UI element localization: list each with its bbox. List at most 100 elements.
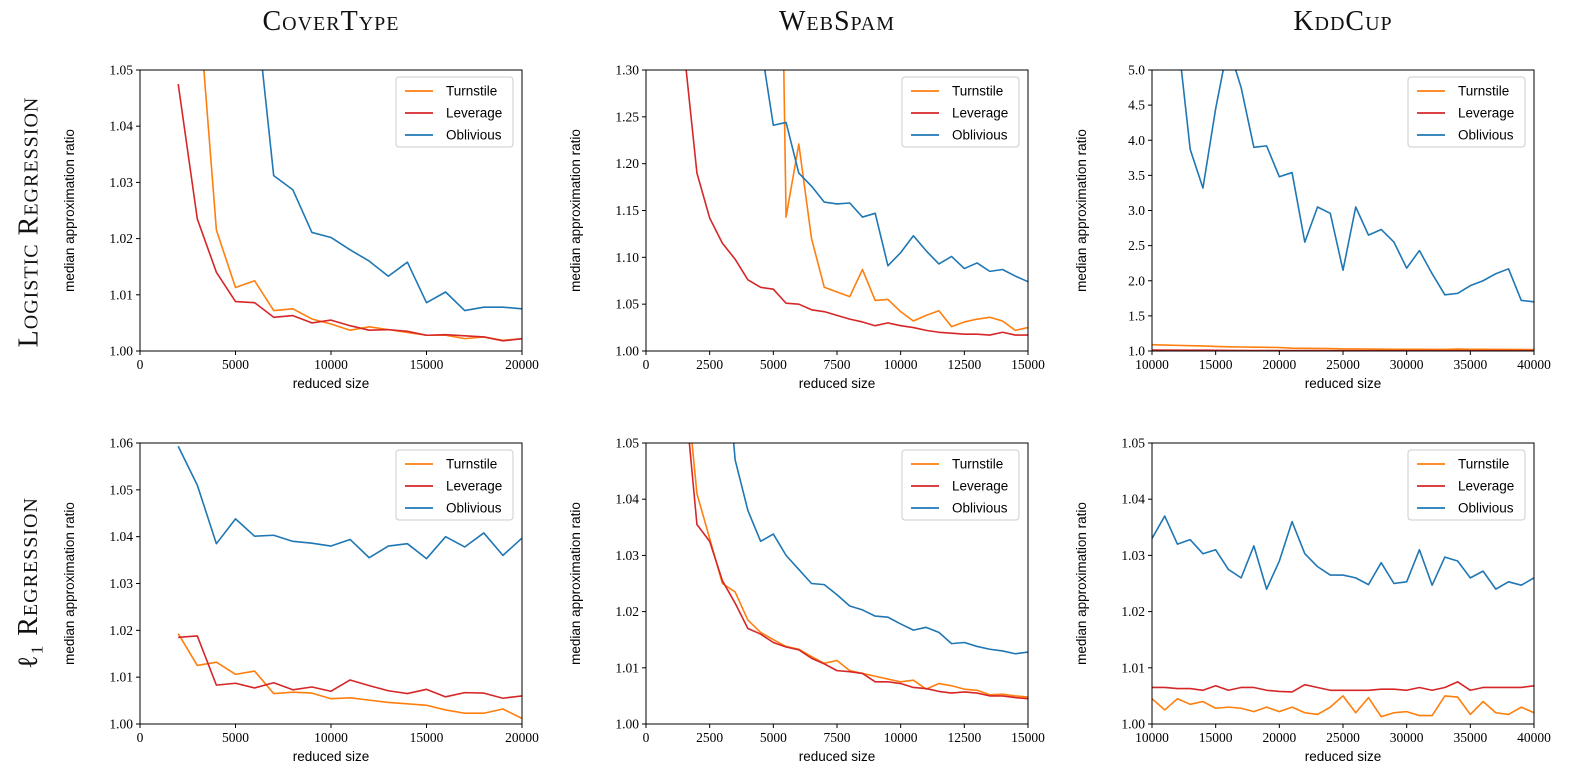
- y-tick-label: 1.03: [615, 548, 639, 563]
- series-line-oblivious: [732, 443, 1028, 655]
- legend-label-oblivious: Oblivious: [1458, 128, 1514, 143]
- legend-label-leverage: Leverage: [446, 106, 502, 121]
- legend-box: [901, 76, 1020, 148]
- x-tick-label: 15000: [1199, 357, 1233, 372]
- y-tick-label: 1.03: [109, 576, 133, 591]
- y-tick-label: 1.05: [109, 63, 133, 78]
- legend-label-leverage: Leverage: [952, 106, 1008, 121]
- x-tick-label: 5000: [222, 730, 249, 745]
- x-tick-label: 0: [643, 730, 650, 745]
- y-tick-label: 1.02: [109, 623, 133, 638]
- legend-label-oblivious: Oblivious: [952, 501, 1008, 516]
- y-tick-label: 1.01: [615, 660, 639, 675]
- legend-label-leverage: Leverage: [952, 479, 1008, 494]
- chart-logistic-webspam: 0 2500 5000 7500 10000 12500 15000 1.00 1.05 1.10…: [564, 42, 1070, 402]
- legend-label-turnstile: Turnstile: [1458, 84, 1509, 99]
- chart-l1-kddcup: 10000 15000 20000 25000 30000 35000 40000 1.00 1…: [1070, 402, 1576, 763]
- y-tick-label: 1.04: [615, 492, 639, 507]
- x-tick-label: 5000: [760, 730, 787, 745]
- x-tick-label: 40000: [1517, 730, 1551, 745]
- y-tick-label: 1.03: [109, 175, 133, 190]
- chart-svg: 0 2500 5000 7500 10000 12500 15000 1.00 1.01 1.02…: [568, 436, 1045, 763]
- y-axis-label: median approximation ratio: [62, 129, 77, 292]
- series-line-leverage: [1152, 681, 1534, 693]
- row-label-cell-l1: ℓ₁ Regression: [0, 402, 58, 763]
- y-axis-label: median approximation ratio: [568, 502, 583, 665]
- legend-label-turnstile: Turnstile: [446, 84, 497, 99]
- x-tick-label: 0: [137, 730, 144, 745]
- y-tick-label: 3.5: [1128, 168, 1145, 183]
- y-tick-label: 2.0: [1128, 273, 1145, 288]
- column-title-cell-covertype: CoverType: [58, 0, 564, 42]
- column-title-kddcup: KddCup: [1293, 6, 1393, 37]
- legend-label-leverage: Leverage: [1458, 106, 1514, 121]
- x-axis-label: reduced size: [799, 376, 876, 391]
- x-tick-label: 20000: [505, 730, 539, 745]
- legend-label-oblivious: Oblivious: [446, 501, 502, 516]
- legend-label-leverage: Leverage: [446, 479, 502, 494]
- chart-logistic-kddcup: 10000 15000 20000 25000 30000 35000 40000 1.0 1.…: [1070, 42, 1576, 402]
- x-tick-label: 40000: [1517, 357, 1551, 372]
- column-title-covertype: CoverType: [262, 6, 400, 37]
- column-title-webspam: WebSpam: [778, 6, 896, 37]
- x-tick-label: 10000: [884, 357, 918, 372]
- x-tick-label: 35000: [1453, 357, 1487, 372]
- y-tick-label: 1.01: [109, 287, 133, 302]
- series-line-leverage: [178, 635, 522, 700]
- y-tick-label: 5.0: [1128, 63, 1145, 78]
- column-title-cell-kddcup: KddCup: [1070, 0, 1576, 42]
- legend: Turnstile Leverage Oblivious: [1407, 76, 1526, 148]
- y-tick-label: 1.02: [615, 604, 639, 619]
- legend-box: [901, 449, 1020, 521]
- y-tick-label: 1.04: [109, 529, 133, 544]
- y-tick-label: 4.0: [1128, 133, 1145, 148]
- x-tick-label: 15000: [410, 730, 444, 745]
- legend-label-oblivious: Oblivious: [446, 128, 502, 143]
- x-tick-label: 5000: [760, 357, 787, 372]
- y-tick-label: 1.5: [1128, 308, 1145, 323]
- grid-corner-spacer: [0, 0, 58, 42]
- x-axis-label: reduced size: [293, 749, 370, 763]
- y-tick-label: 1.00: [615, 344, 639, 359]
- legend-box: [1407, 449, 1526, 521]
- series-line-turnstile: [783, 70, 1028, 332]
- y-tick-label: 3.0: [1128, 203, 1145, 218]
- chart-l1-webspam: 0 2500 5000 7500 10000 12500 15000 1.00 1.01 1.02…: [564, 402, 1070, 763]
- x-tick-label: 2500: [696, 357, 723, 372]
- y-tick-label: 1.30: [615, 63, 639, 78]
- legend-label-turnstile: Turnstile: [1458, 457, 1509, 472]
- y-tick-label: 1.01: [1121, 660, 1145, 675]
- y-tick-label: 1.05: [109, 482, 133, 497]
- legend: Turnstile Leverage Oblivious: [1407, 449, 1526, 521]
- x-tick-label: 15000: [1011, 357, 1045, 372]
- x-tick-label: 20000: [1262, 357, 1296, 372]
- y-tick-label: 1.02: [109, 231, 133, 246]
- row-label-l1-regression: ℓ₁ Regression: [13, 496, 45, 669]
- chart-l1-covertype: 0 5000 10000 15000 20000 1.00 1.01 1.02 1.03 1.04…: [58, 402, 564, 763]
- column-title-cell-webspam: WebSpam: [564, 0, 1070, 42]
- x-tick-label: 10000: [884, 730, 918, 745]
- y-tick-label: 1.15: [615, 203, 639, 218]
- legend: Turnstile Leverage Oblivious: [395, 449, 514, 521]
- x-tick-label: 0: [137, 357, 144, 372]
- chart-svg: 0 2500 5000 7500 10000 12500 15000 1.00 1.05 1.10…: [568, 63, 1045, 392]
- legend-label-leverage: Leverage: [1458, 479, 1514, 494]
- x-tick-label: 20000: [505, 357, 539, 372]
- x-tick-label: 10000: [314, 357, 348, 372]
- y-tick-label: 1.03: [1121, 548, 1145, 563]
- series-line-oblivious: [261, 70, 522, 312]
- x-tick-label: 12500: [947, 357, 981, 372]
- chart-svg: 0 5000 10000 15000 20000 1.00 1.01 1.02 1.03 1.04…: [62, 436, 539, 763]
- x-tick-label: 15000: [410, 357, 444, 372]
- y-tick-label: 1.00: [615, 717, 639, 732]
- x-tick-label: 10000: [1135, 730, 1169, 745]
- x-tick-label: 12500: [947, 730, 981, 745]
- y-tick-label: 1.25: [615, 109, 639, 124]
- series-line-oblivious: [1180, 70, 1534, 303]
- series-line-oblivious: [1152, 515, 1534, 590]
- legend-label-turnstile: Turnstile: [446, 457, 497, 472]
- legend-box: [395, 449, 514, 521]
- y-tick-label: 1.10: [615, 250, 639, 265]
